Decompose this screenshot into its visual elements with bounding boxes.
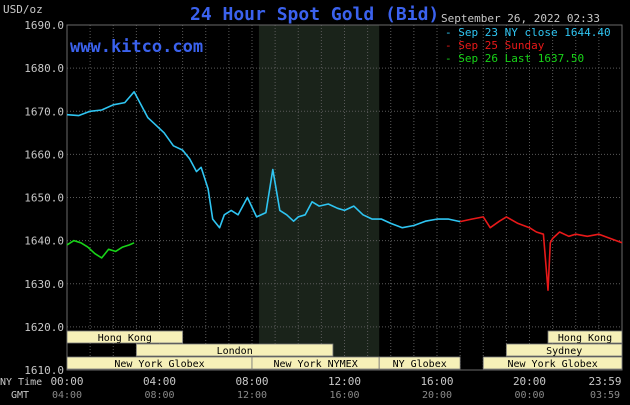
y-axis-unit: USD/oz	[3, 3, 43, 16]
session-label: New York NYMEX	[273, 359, 357, 370]
series-sunday-line	[459, 216, 623, 292]
x-tick-label-ny: 16:00	[420, 375, 453, 388]
x-tick-label-gmt: 04:00	[52, 390, 82, 401]
plot-frame	[66, 24, 623, 371]
market-sessions: Hong Kong Hong Kong London Sydney New York G…	[66, 330, 623, 370]
x-tick-label-ny: 00:00	[50, 375, 83, 388]
series-ny-close-line	[66, 91, 461, 229]
x-tick-label-gmt: 08:00	[144, 390, 174, 401]
session-label: NY Globex	[393, 359, 447, 370]
session-box: New York Globex	[482, 356, 623, 370]
x-axis-label-ny: NY Time	[0, 377, 42, 388]
session-bar	[378, 356, 461, 370]
series-last-line	[66, 239, 135, 259]
session-label: London	[217, 346, 253, 357]
session-bar	[66, 330, 184, 344]
y-tick-label: 1650.0	[24, 192, 64, 205]
price-lines	[66, 91, 623, 292]
y-tick-label: 1670.0	[24, 105, 64, 118]
x-tick-label-gmt: 00:00	[514, 390, 544, 401]
x-tick-label-ny: 20:00	[513, 375, 546, 388]
session-box: NY Globex	[378, 356, 461, 370]
y-tick-label: 1620.0	[24, 321, 64, 334]
x-tick-label-ny: 08:00	[235, 375, 268, 388]
grid-lines	[66, 24, 623, 371]
x-tick-label-gmt: 12:00	[237, 390, 267, 401]
session-box: Hong Kong	[547, 330, 623, 344]
session-box: Hong Kong	[66, 330, 184, 344]
y-tick-label: 1640.0	[24, 235, 64, 248]
session-bar	[135, 343, 334, 357]
timestamp: September 26, 2022 02:33	[441, 12, 600, 25]
session-label: New York Globex	[114, 359, 204, 370]
session-label: Hong Kong	[558, 333, 612, 344]
session-bar	[505, 343, 623, 357]
x-tick-label-ny: 12:00	[328, 375, 361, 388]
session-box: New York Globex	[66, 356, 253, 370]
session-label: Sydney	[546, 346, 582, 357]
x-tick-label-gmt: 20:00	[422, 390, 452, 401]
y-tick-label: 1610.0	[24, 364, 64, 377]
session-box: New York NYMEX	[251, 356, 380, 370]
session-bar	[482, 356, 623, 370]
legend-item-ny-close: - Sep 23 NY close 1644.40	[445, 26, 611, 39]
x-tick-label-gmt: 16:00	[329, 390, 359, 401]
legend-item-sunday: - Sep 25 Sunday	[445, 39, 545, 52]
session-box: London	[135, 343, 334, 357]
session-box: Sydney	[505, 343, 623, 357]
x-tick-label-ny: 04:00	[143, 375, 176, 388]
session-label: New York Globex	[507, 359, 597, 370]
y-tick-label: 1680.0	[24, 62, 64, 75]
x-tick-label-gmt: 03:59	[590, 390, 620, 401]
y-tick-label: 1660.0	[24, 148, 64, 161]
x-axis-label-gmt: GMT	[11, 390, 29, 401]
brand-url: www.kitco.com	[70, 37, 203, 57]
y-axis-ticks: 1610.0 1620.0 1630.0 1640.0 1650.0 1660.0 1670…	[24, 19, 64, 377]
legend: - Sep 23 NY close 1644.40 - Sep 25 Sunda…	[445, 26, 611, 65]
x-axis-ticks: 00:00 04:00 08:00 12:00 16:00 20:00 23:59 04:00…	[50, 375, 621, 401]
x-tick-label-ny: 23:59	[588, 375, 621, 388]
y-tick-label: 1630.0	[24, 278, 64, 291]
legend-item-last: - Sep 26 Last 1637.50	[445, 52, 584, 65]
y-tick-label: 1690.0	[24, 19, 64, 32]
chart-title: 24 Hour Spot Gold (Bid)	[190, 4, 439, 25]
session-bar	[547, 330, 623, 344]
session-label: Hong Kong	[98, 333, 152, 344]
